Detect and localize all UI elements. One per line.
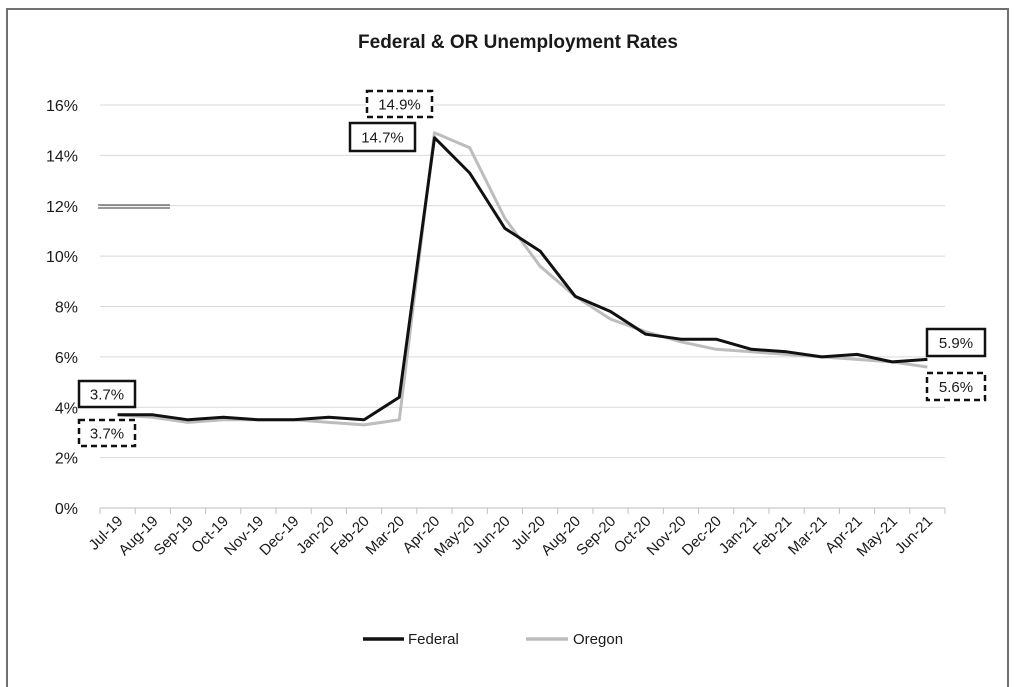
label-box-dashed bbox=[925, 371, 987, 402]
legend: Federal Oregon bbox=[363, 631, 623, 648]
label-box-dashed bbox=[365, 89, 434, 119]
y-tick-label: 14% bbox=[46, 148, 78, 165]
gridlines bbox=[100, 104, 945, 459]
y-tick-label: 8% bbox=[55, 300, 78, 317]
legend-label: Oregon bbox=[573, 631, 623, 648]
series-line-oregon bbox=[117, 131, 928, 427]
label-text: 14.7% bbox=[361, 130, 404, 147]
x-tick-label: Dec-20 bbox=[679, 513, 725, 559]
x-tick-label: Mar-21 bbox=[785, 513, 831, 559]
x-tick-label: Dec-19 bbox=[256, 513, 302, 559]
label-text: 3.7% bbox=[90, 426, 124, 443]
data-label: 3.7% bbox=[77, 379, 137, 409]
label-box-solid bbox=[77, 379, 137, 409]
data-label: 14.9% bbox=[365, 89, 434, 119]
data-label: 3.7% bbox=[77, 418, 137, 448]
y-tick-label: 10% bbox=[46, 249, 78, 266]
x-tick-label: Feb-21 bbox=[750, 513, 796, 559]
y-tick-label: 2% bbox=[55, 451, 78, 468]
legend-item-oregon: Oregon bbox=[526, 631, 623, 648]
legend-item-federal: Federal bbox=[363, 631, 459, 648]
label-text: 5.6% bbox=[939, 379, 973, 396]
data-labels: 3.7% 3.7% 14.7% 14.9% 5.9% 5.6% bbox=[77, 89, 987, 448]
y-tick-label: 12% bbox=[46, 199, 78, 216]
stray-line-mark bbox=[98, 204, 170, 209]
legend-label: Federal bbox=[408, 631, 459, 648]
x-tick-label: Sep-19 bbox=[151, 513, 197, 559]
series-lines bbox=[117, 131, 928, 427]
x-tick-label: Sep-20 bbox=[573, 513, 619, 559]
label-box-solid bbox=[348, 121, 417, 153]
y-tick-label: 0% bbox=[55, 501, 78, 518]
y-tick-label: 16% bbox=[46, 98, 78, 115]
x-tick-label: Jun-21 bbox=[892, 513, 936, 557]
x-axis-ticks: Jul-19Aug-19Sep-19Oct-19Nov-19Dec-19Jan-… bbox=[86, 513, 937, 560]
chart-frame bbox=[6, 8, 1009, 687]
label-box-solid bbox=[925, 327, 987, 358]
x-tick-label: Feb-20 bbox=[327, 513, 373, 559]
label-text: 3.7% bbox=[90, 387, 124, 404]
label-text: 14.9% bbox=[378, 97, 421, 114]
y-tick-label: 6% bbox=[55, 350, 78, 367]
label-text: 5.9% bbox=[939, 335, 973, 352]
y-tick-label: 4% bbox=[55, 400, 78, 417]
axes bbox=[99, 507, 946, 514]
chart-title: Federal & OR Unemployment Rates bbox=[358, 32, 678, 53]
label-box-dashed bbox=[77, 418, 137, 448]
x-tick-label: Jun-20 bbox=[469, 513, 513, 557]
data-label: 5.6% bbox=[925, 371, 987, 402]
series-line-federal bbox=[117, 136, 928, 422]
data-label: 5.9% bbox=[925, 327, 987, 358]
y-axis-ticks: 0% 2% 4% 6% 8% 10% 12% 14% 16% bbox=[46, 98, 78, 518]
x-tick-label: Mar-20 bbox=[362, 513, 408, 559]
data-label: 14.7% bbox=[348, 121, 417, 153]
